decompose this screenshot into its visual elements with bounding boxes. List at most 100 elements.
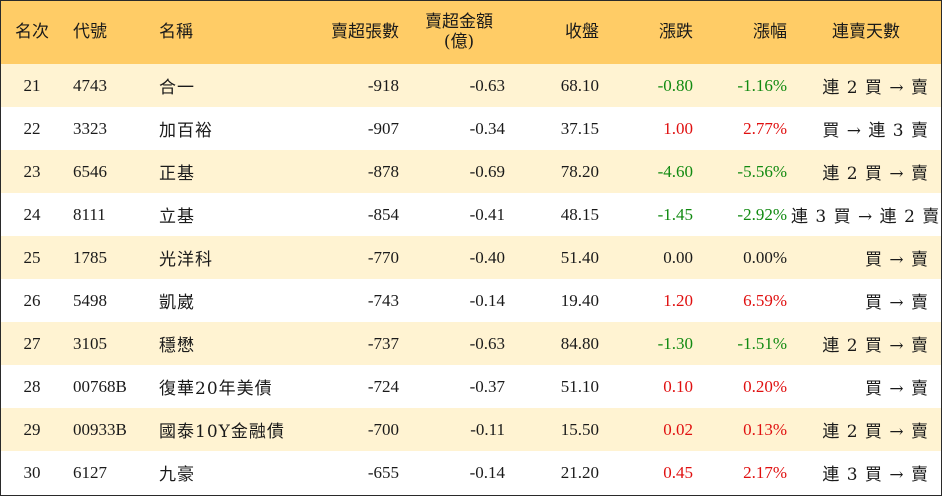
cell-streak: 連 2 買 → 賣 <box>822 336 929 356</box>
header-streak[interactable]: 連賣天數 <box>832 21 900 42</box>
cell-streak: 連 2 買 → 賣 <box>822 422 929 442</box>
header-change[interactable]: 漲跌 <box>659 21 693 42</box>
cell-close: 68.10 <box>560 75 599 95</box>
table-header: 名次 代號 名稱 賣超張數 賣超金額 (億) 收盤 漲跌 漲幅 連賣天數 <box>1 1 941 64</box>
table-row[interactable]: 22 3323 加百裕 -907 -0.34 37.15 1.00 2.77% 買 → 連 3 … <box>1 107 941 150</box>
cell-change-pct: -1.16% <box>737 75 787 95</box>
cell-net-sell-lots: -770 <box>367 247 399 267</box>
cell-code: 6546 <box>73 161 107 181</box>
table-row[interactable]: 29 00933B 國泰10Y金融債 -700 -0.11 15.50 0.02 0.13% 連… <box>1 408 941 451</box>
header-change-pct[interactable]: 漲幅 <box>753 21 787 42</box>
cell-close: 21.20 <box>560 462 599 482</box>
cell-code: 00768B <box>73 376 127 396</box>
cell-close: 84.80 <box>560 333 599 353</box>
cell-net-sell-lots: -737 <box>367 333 399 353</box>
cell-close: 51.10 <box>560 376 599 396</box>
cell-change: 1.20 <box>663 290 693 310</box>
cell-net-sell-lots: -724 <box>367 376 399 396</box>
table-row[interactable]: 25 1785 光洋科 -770 -0.40 51.40 0.00 0.00% 買 → 賣 <box>1 236 941 279</box>
cell-streak: 買 → 賣 <box>864 250 929 270</box>
cell-net-sell-amount: -0.40 <box>469 247 505 267</box>
table-row[interactable]: 27 3105 穩懋 -737 -0.63 84.80 -1.30 -1.51% 連 2 買 →… <box>1 322 941 365</box>
cell-rank: 26 <box>23 290 41 310</box>
cell-rank: 29 <box>23 419 41 439</box>
cell-close: 48.15 <box>560 204 599 224</box>
cell-code: 6127 <box>73 462 107 482</box>
cell-net-sell-amount: -0.63 <box>469 75 505 95</box>
cell-change: -0.80 <box>657 75 693 95</box>
cell-net-sell-amount: -0.11 <box>470 419 505 439</box>
table-row[interactable]: 23 6546 正基 -878 -0.69 78.20 -4.60 -5.56% 連 2 買 →… <box>1 150 941 193</box>
cell-change: 0.45 <box>663 462 693 482</box>
cell-change: -1.30 <box>657 333 693 353</box>
header-name[interactable]: 名稱 <box>159 21 193 42</box>
cell-code: 5498 <box>73 290 107 310</box>
cell-rank: 25 <box>23 247 41 267</box>
cell-change-pct: 0.13% <box>743 419 787 439</box>
cell-streak: 連 2 買 → 賣 <box>822 78 929 98</box>
cell-close: 15.50 <box>560 419 599 439</box>
table-body: 21 4743 合一 -918 -0.63 68.10 -0.80 -1.16% 連 2 買 →… <box>1 64 941 494</box>
table-row[interactable]: 24 8111 立基 -854 -0.41 48.15 -1.45 -2.92% 連 3 買 →… <box>1 193 941 236</box>
cell-streak: 買 → 賣 <box>864 379 929 399</box>
cell-rank: 27 <box>23 333 41 353</box>
cell-change-pct: 2.17% <box>743 462 787 482</box>
cell-net-sell-lots: -700 <box>367 419 399 439</box>
table-row[interactable]: 21 4743 合一 -918 -0.63 68.10 -0.80 -1.16% 連 2 買 →… <box>1 64 941 107</box>
cell-name: 九豪 <box>159 465 195 485</box>
cell-net-sell-lots: -878 <box>367 161 399 181</box>
cell-net-sell-amount: -0.37 <box>469 376 505 396</box>
cell-name: 立基 <box>159 207 195 227</box>
header-code[interactable]: 代號 <box>73 21 107 42</box>
cell-name: 光洋科 <box>159 250 213 270</box>
header-close[interactable]: 收盤 <box>565 21 599 42</box>
cell-rank: 24 <box>23 204 41 224</box>
cell-name: 合一 <box>159 78 195 98</box>
cell-code: 1785 <box>73 247 107 267</box>
cell-close: 19.40 <box>560 290 599 310</box>
cell-close: 37.15 <box>560 118 599 138</box>
cell-rank: 21 <box>23 75 41 95</box>
cell-change: -1.45 <box>657 204 693 224</box>
cell-name: 正基 <box>159 164 195 184</box>
header-rank[interactable]: 名次 <box>15 21 49 42</box>
cell-streak: 連 3 買 → 連 2 賣 <box>791 207 941 227</box>
cell-net-sell-lots: -743 <box>367 290 399 310</box>
cell-net-sell-lots: -854 <box>367 204 399 224</box>
cell-streak: 買 → 賣 <box>864 293 929 313</box>
cell-name: 凱崴 <box>159 293 195 313</box>
cell-name: 復華20年美債 <box>159 379 273 399</box>
cell-close: 51.40 <box>560 247 599 267</box>
cell-change: 1.00 <box>663 118 693 138</box>
cell-rank: 22 <box>23 118 41 138</box>
header-net-sell-lots[interactable]: 賣超張數 <box>331 21 399 42</box>
table-row[interactable]: 26 5498 凱崴 -743 -0.14 19.40 1.20 6.59% 買 → 賣 <box>1 279 941 322</box>
header-row: 名次 代號 名稱 賣超張數 賣超金額 (億) 收盤 漲跌 漲幅 連賣天數 <box>1 1 941 64</box>
cell-net-sell-amount: -0.63 <box>469 333 505 353</box>
cell-name: 穩懋 <box>159 336 195 356</box>
cell-net-sell-lots: -655 <box>367 462 399 482</box>
cell-net-sell-amount: -0.69 <box>469 161 505 181</box>
cell-change-pct: 2.77% <box>743 118 787 138</box>
cell-change: 0.02 <box>663 419 693 439</box>
cell-net-sell-lots: -907 <box>367 118 399 138</box>
cell-rank: 30 <box>23 462 41 482</box>
table-row[interactable]: 28 00768B 復華20年美債 -724 -0.37 51.10 0.10 0.20% 買 … <box>1 365 941 408</box>
cell-streak: 連 2 買 → 賣 <box>822 164 929 184</box>
cell-net-sell-amount: -0.41 <box>469 204 505 224</box>
cell-code: 3105 <box>73 333 107 353</box>
cell-code: 00933B <box>73 419 127 439</box>
cell-change-pct: -2.92% <box>737 204 787 224</box>
header-net-sell-amount[interactable]: 賣超金額 (億) <box>403 1 509 64</box>
cell-name: 加百裕 <box>159 121 213 141</box>
cell-change: 0.00 <box>663 247 693 267</box>
cell-code: 4743 <box>73 75 107 95</box>
cell-change-pct: -5.56% <box>737 161 787 181</box>
table-row[interactable]: 30 6127 九豪 -655 -0.14 21.20 0.45 2.17% 連 3 買 → 賣 <box>1 451 941 494</box>
cell-change-pct: 0.20% <box>743 376 787 396</box>
header-net-sell-amount-label: 賣超金額 <box>425 11 493 32</box>
cell-change-pct: -1.51% <box>737 333 787 353</box>
cell-streak: 買 → 連 3 賣 <box>822 121 929 141</box>
